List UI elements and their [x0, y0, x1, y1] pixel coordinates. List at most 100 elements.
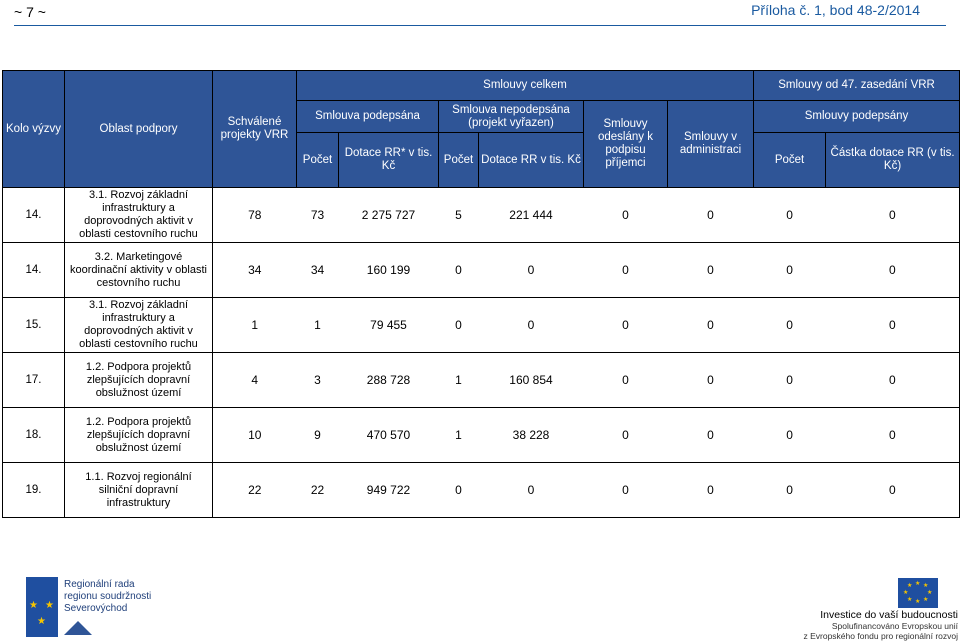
cell-value: 0	[583, 407, 668, 463]
cell-kolo: 18.	[2, 407, 65, 463]
logo-left-line3: Severovýchod	[64, 603, 128, 614]
cell-oblast: 3.2. Marketingové koordinační aktivity v…	[64, 242, 213, 298]
cell-value: 288 728	[338, 352, 439, 408]
header-odeslany: Smlouvy odeslány k podpisu příjemci	[583, 100, 668, 188]
cell-value: 0	[583, 187, 668, 243]
cell-value: 0	[825, 462, 960, 518]
header-podepsany: Smlouvy podepsány	[753, 100, 960, 133]
cell-value: 0	[825, 187, 960, 243]
cell-value: 1	[438, 407, 479, 463]
regional-council-logo: ★ ★ ★ Regionální rada regionu soudržnost…	[26, 577, 216, 639]
logo-right-line1: Investice do vaší budoucnosti	[820, 609, 958, 621]
cell-value: 470 570	[338, 407, 439, 463]
cell-value: 34	[212, 242, 297, 298]
logo-left-line1: Regionální rada	[64, 579, 135, 590]
cell-kolo: 14.	[2, 187, 65, 243]
header-pocet-podepsana: Počet	[296, 132, 339, 188]
cell-value: 0	[667, 462, 754, 518]
cell-value: 0	[753, 187, 826, 243]
cell-value: 78	[212, 187, 297, 243]
header-schvalene: Schválené projekty VRR	[212, 70, 297, 188]
cell-value: 160 199	[338, 242, 439, 298]
header-dotace-rr-star: Dotace RR* v tis. Kč	[338, 132, 439, 188]
logo-left-line2: regionu soudržnosti	[64, 591, 152, 602]
cell-value: 38 228	[478, 407, 584, 463]
cell-value: 0	[478, 242, 584, 298]
cell-value: 221 444	[478, 187, 584, 243]
header-administraci: Smlouvy v administraci	[666, 100, 755, 188]
cell-value: 22	[296, 462, 339, 518]
cell-value: 4	[212, 352, 297, 408]
header-pocet-podepsany: Počet	[753, 132, 827, 188]
cell-value: 1	[296, 297, 339, 353]
cell-kolo: 14.	[2, 242, 65, 298]
cell-value: 0	[438, 297, 479, 353]
cell-kolo: 19.	[2, 462, 65, 518]
cell-value: 9	[296, 407, 339, 463]
cell-value: 0	[753, 242, 826, 298]
cell-value: 0	[667, 297, 754, 353]
cell-value: 5	[438, 187, 479, 243]
cell-value: 0	[667, 352, 754, 408]
eu-flag-icon: ★ ★ ★	[26, 577, 58, 637]
table-row: 15. 3.1. Rozvoj základní infrastruktury a…	[2, 297, 960, 353]
cell-value: 0	[667, 407, 754, 463]
cell-value: 0	[583, 297, 668, 353]
cell-value: 73	[296, 187, 339, 243]
page-number: ~ 7 ~	[14, 4, 46, 20]
table-row: 18. 1.2. Podpora projektů zlepšujících do…	[2, 407, 960, 463]
cell-value: 0	[753, 352, 826, 408]
cell-oblast: 1.2. Podpora projektů zlepšujících dopra…	[64, 407, 213, 463]
cell-kolo: 15.	[2, 297, 65, 353]
cell-value: 949 722	[338, 462, 439, 518]
cell-value: 0	[478, 297, 584, 353]
cell-kolo: 17.	[2, 352, 65, 408]
cell-value: 0	[825, 352, 960, 408]
cell-value: 0	[478, 462, 584, 518]
logo-right-line3: z Evropského fondu pro regionální rozvoj	[803, 631, 958, 641]
header-dotace-rr: Dotace RR v tis. Kč	[478, 132, 584, 188]
logo-triangle-icon	[64, 621, 92, 635]
cell-value: 0	[825, 407, 960, 463]
table-row: 14. 3.1. Rozvoj základní infrastruktury a…	[2, 187, 960, 243]
cell-value: 1	[212, 297, 297, 353]
header-kolo: Kolo výzvy	[2, 70, 65, 188]
cell-value: 0	[667, 242, 754, 298]
cell-value: 0	[753, 407, 826, 463]
cell-oblast: 1.2. Podpora projektů zlepšujících dopra…	[64, 352, 213, 408]
cell-value: 3	[296, 352, 339, 408]
contracts-table: Kolo výzvy Oblast podpory Schválené proj…	[2, 70, 960, 518]
header-divider	[14, 25, 946, 26]
cell-oblast: 3.1. Rozvoj základní infrastruktury a do…	[64, 187, 213, 243]
header-smlouvy-celkem: Smlouvy celkem	[295, 70, 755, 101]
cell-value: 79 455	[338, 297, 439, 353]
cell-value: 0	[438, 462, 479, 518]
cell-value: 10	[212, 407, 297, 463]
cell-value: 0	[753, 462, 826, 518]
header-podepsana: Smlouva podepsána	[296, 100, 439, 133]
cell-value: 1	[438, 352, 479, 408]
cell-value: 22	[212, 462, 297, 518]
cell-value: 34	[296, 242, 339, 298]
eu-stars-icon: ★ ★ ★ ★ ★ ★ ★ ★	[898, 578, 938, 608]
table-row: 19. 1.1. Rozvoj regionální silniční dopra…	[2, 462, 960, 518]
cell-value: 0	[438, 242, 479, 298]
cell-value: 0	[583, 462, 668, 518]
table-row: 14. 3.2. Marketingové koordinační aktivit…	[2, 242, 960, 298]
cell-oblast: 3.1. Rozvoj základní infrastruktury a do…	[64, 297, 213, 353]
annex-label: Příloha č. 1, bod 48-2/2014	[751, 2, 920, 18]
header-castka: Částka dotace RR (v tis. Kč)	[825, 132, 960, 188]
cell-value: 0	[825, 242, 960, 298]
cell-value: 0	[667, 187, 754, 243]
header-smlouvy-od47: Smlouvy od 47. zasedání VRR	[753, 70, 960, 101]
eu-logo: ★ ★ ★ ★ ★ ★ ★ ★ Investice do vaší budouc…	[790, 578, 958, 641]
header-pocet-nepodepsana: Počet	[438, 132, 479, 188]
cell-value: 0	[583, 352, 668, 408]
table-row: 17. 1.2. Podpora projektů zlepšujících do…	[2, 352, 960, 408]
cell-value: 0	[753, 297, 826, 353]
header-oblast: Oblast podpory	[64, 70, 213, 188]
cell-value: 2 275 727	[338, 187, 439, 243]
cell-value: 0	[825, 297, 960, 353]
header-nepodepsana: Smlouva nepodepsána (projekt vyřazen)	[438, 100, 584, 133]
cell-value: 160 854	[478, 352, 584, 408]
